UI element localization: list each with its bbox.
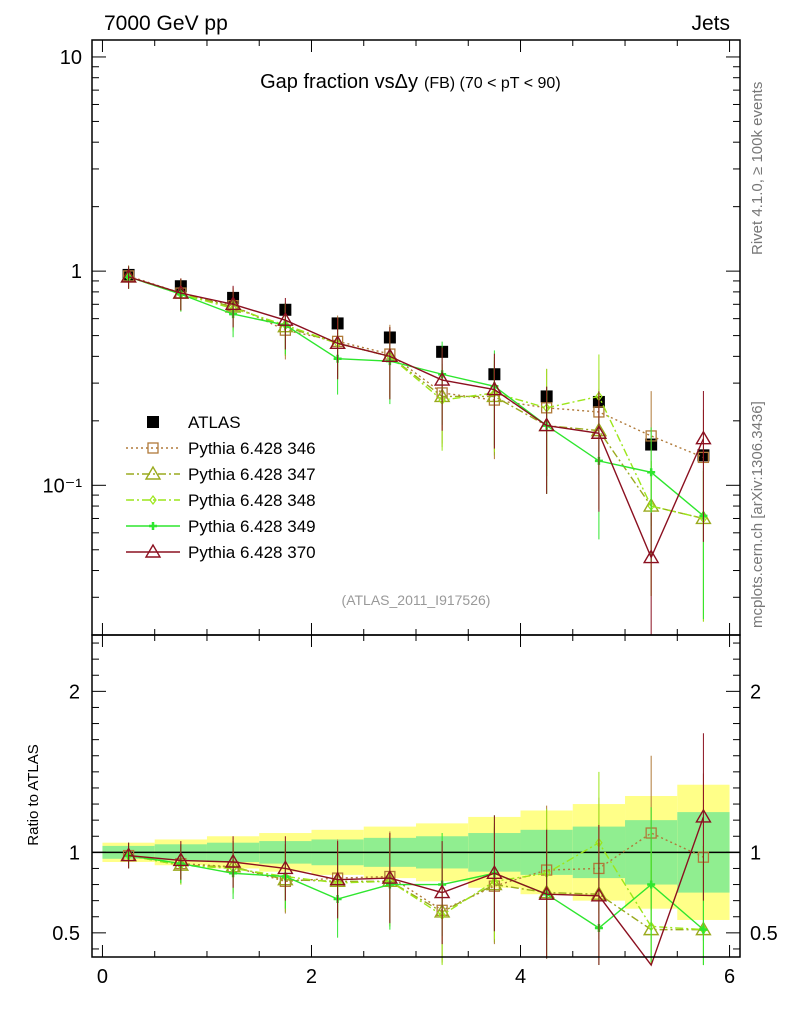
x-tick-label: 0 — [97, 966, 108, 988]
data-point-pythia-6-428-370 — [538, 417, 555, 432]
x-tick-label: 4 — [515, 966, 526, 988]
ratio-y-tick-label: 0.5 — [52, 923, 80, 945]
data-point-pythia-6-428-370 — [224, 295, 242, 311]
header-right: Jets — [691, 12, 730, 35]
legend-item-atlas: ATLAS — [147, 413, 241, 432]
side-label-top: Rivet 4.1.0, ≥ 100k events — [749, 82, 766, 255]
legend-item-pythia-6-428-349: Pythia 6.428 349 — [126, 517, 316, 536]
ratio-point-pythia-6-428-370 — [590, 887, 608, 902]
legend-label: Pythia 6.428 349 — [188, 517, 316, 536]
legend-label: Pythia 6.428 346 — [188, 439, 316, 458]
series-line-pythia-6-428-347 — [128, 276, 704, 520]
header-left: 7000 GeV pp — [104, 12, 228, 35]
legend-item-pythia-6-428-347: Pythia 6.428 347 — [126, 465, 316, 484]
data-point-pythia-6-428-370 — [120, 268, 137, 283]
legend-marker — [147, 442, 159, 454]
ratio-line-pythia-6-428-370 — [128, 816, 705, 967]
ratio-point-pythia-6-428-370 — [695, 808, 712, 823]
ratio-point-pythia-6-428-370 — [329, 871, 346, 886]
series-line-pythia-6-428-370 — [128, 276, 705, 560]
ratio-y-tick-label-right: 1 — [750, 842, 761, 864]
legend: ATLAS Pythia 6.428 346 Pythia 6.428 347 Pyt… — [126, 413, 316, 562]
ratio-point-pythia-6-428-370 — [433, 884, 451, 899]
legend-marker — [144, 465, 162, 480]
data-point-pythia-6-428-370 — [381, 347, 399, 363]
data-point-pythia-6-428-370 — [486, 381, 503, 396]
ratio-y-tick-label-right: 0.5 — [750, 923, 778, 945]
ratio-y-tick-label: 2 — [69, 681, 80, 703]
ratio-point-pythia-6-428-370 — [120, 847, 137, 862]
data-point-pythia-6-428-370 — [642, 549, 660, 564]
data-point-pythia-6-428-370 — [433, 371, 451, 386]
ratio-y-tick-label-right: 2 — [750, 681, 761, 703]
ratio-point-pythia-6-428-370 — [486, 864, 503, 879]
ratio-line-pythia-6-428-348 — [128, 841, 704, 931]
ratio-point-pythia-6-428-349 — [647, 880, 656, 889]
ratio-point-pythia-6-428-370 — [224, 853, 242, 868]
ratio-point-pythia-6-428-349 — [699, 925, 708, 934]
legend-marker — [144, 543, 162, 558]
ratio-line-pythia-6-428-347 — [128, 854, 704, 931]
ratio-y-tick-label: 1 — [69, 842, 80, 864]
legend-item-pythia-6-428-346: Pythia 6.428 346 — [126, 439, 316, 458]
legend-item-pythia-6-428-348: Pythia 6.428 348 — [126, 491, 316, 510]
plot-watermark: (ATLAS_2011_I917526) — [342, 592, 491, 608]
legend-marker — [147, 416, 159, 428]
data-point-pythia-6-428-370 — [329, 334, 346, 350]
ratio-plot: 0 2 4 6 0.5 0.5 1 1 2 2 — [52, 634, 778, 988]
ratio-line-pythia-6-428-349 — [128, 854, 704, 931]
ratio-ylabel: Ratio to ATLAS — [25, 744, 42, 845]
plot-title-main: Gap fraction vsΔy — [260, 71, 418, 93]
ratio-point-pythia-6-428-370 — [172, 852, 190, 867]
legend-marker — [149, 495, 157, 505]
data-point-pythia-6-428-370 — [277, 311, 294, 326]
legend-label: ATLAS — [188, 413, 241, 432]
y-tick-label: 10 — [60, 47, 82, 69]
y-tick-label: 1 — [71, 261, 82, 283]
ratio-point-pythia-6-428-370 — [277, 860, 294, 875]
plot-title-sub: (FB) (70 < pT < 90) — [424, 75, 561, 92]
series-line-pythia-6-428-348 — [128, 276, 704, 520]
x-tick-label: 6 — [724, 966, 735, 988]
data-point-pythia-6-428-349 — [647, 468, 656, 477]
ratio-frame — [91, 634, 741, 958]
legend-label: Pythia 6.428 347 — [188, 465, 316, 484]
data-point-pythia-6-428-370 — [590, 424, 608, 439]
y-tick-label: 10⁻¹ — [43, 475, 83, 497]
x-tick-label: 2 — [306, 966, 317, 988]
ratio-point-pythia-6-428-370 — [538, 885, 555, 900]
legend-label: Pythia 6.428 348 — [188, 491, 316, 510]
data-point-pythia-6-428-370 — [695, 430, 712, 445]
data-point-pythia-6-428-370 — [172, 284, 190, 299]
side-label-bottom: mcplots.cern.ch [arXiv:1306.3436] — [749, 401, 766, 628]
legend-marker — [149, 522, 157, 530]
legend-item-pythia-6-428-370: Pythia 6.428 370 — [126, 543, 316, 562]
legend-label: Pythia 6.428 370 — [188, 543, 316, 562]
ratio-point-pythia-6-428-370 — [381, 869, 399, 884]
